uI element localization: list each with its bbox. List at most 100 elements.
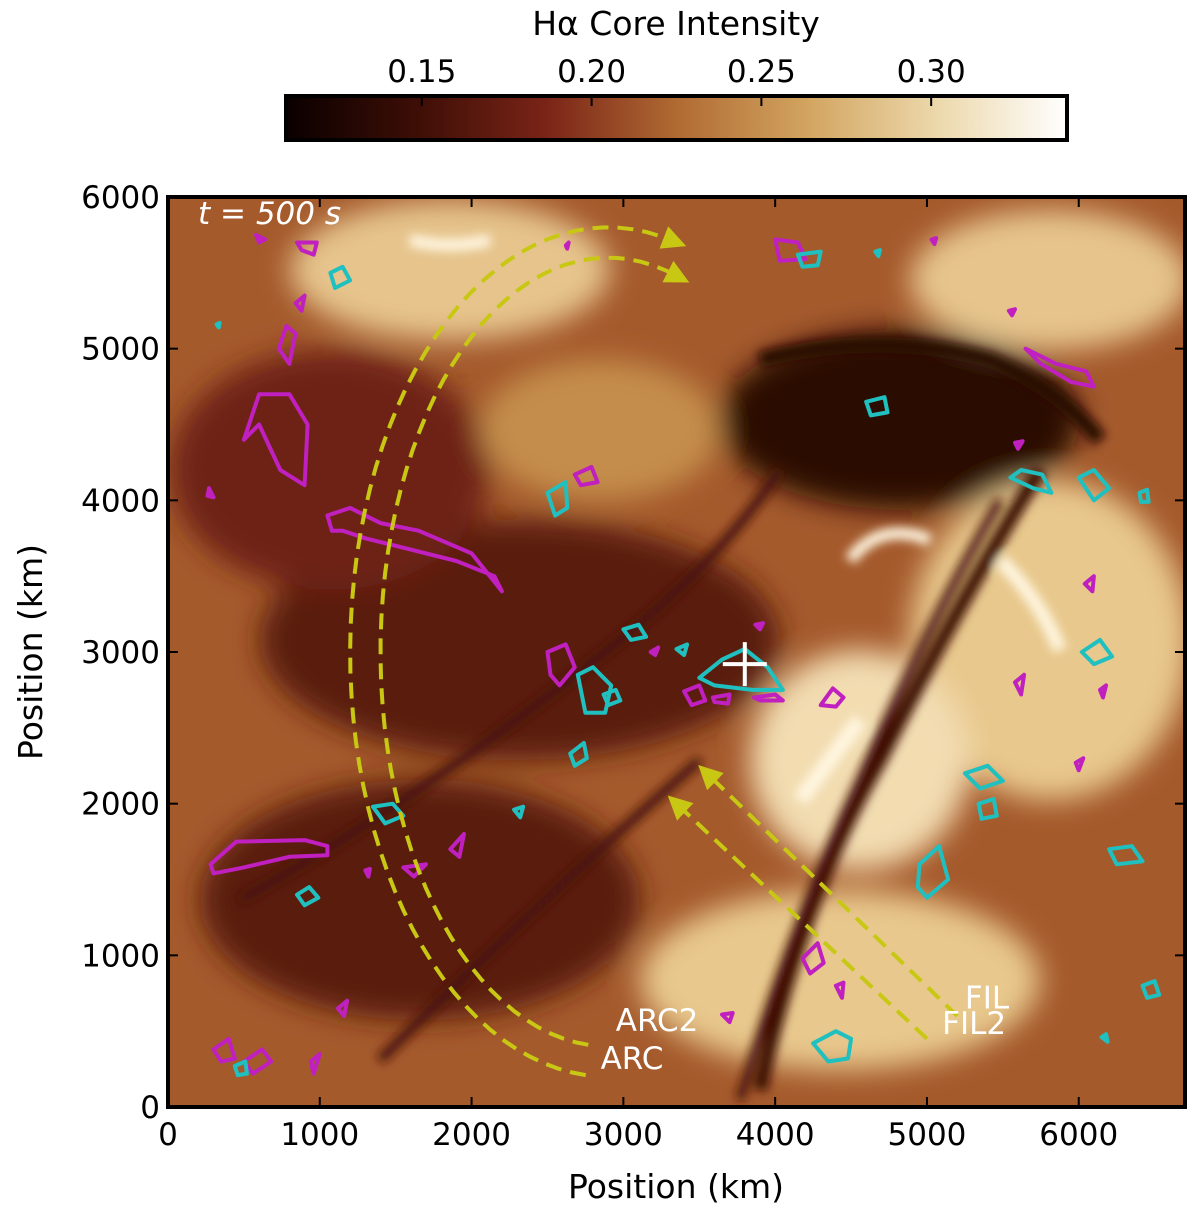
cyan-contour [568, 741, 589, 768]
magenta-contour [833, 980, 846, 1000]
magenta-contour [276, 323, 298, 366]
x-tick-label: 0 [158, 1117, 178, 1153]
magenta-contour [753, 621, 765, 632]
y-tick-label: 5000 [81, 332, 160, 368]
cyan-contour [601, 687, 623, 708]
x-tick-label: 1000 [280, 1117, 359, 1153]
arc-path-arc [348, 225, 687, 1078]
magenta-contour [929, 236, 939, 246]
annotation-label: FIL2 [942, 1006, 1006, 1042]
colorbar-ticks: 0.15 0.20 0.25 0.30 [387, 54, 966, 106]
colorbar: Hα Core Intensity 0.15 0.20 0.25 0.30 [284, 4, 1069, 142]
y-tick-label: 1000 [81, 938, 160, 974]
dark-filament [735, 497, 1004, 1102]
magenta-contour [1098, 683, 1109, 700]
magenta-contour [241, 1047, 274, 1076]
cyan-contour [697, 647, 785, 692]
dark-filament [758, 337, 1107, 446]
magenta-contour [1073, 756, 1086, 773]
dark-filament [753, 466, 1046, 1092]
magenta-contour [211, 1036, 237, 1064]
cyan-contour [976, 797, 999, 821]
magenta-contour [293, 293, 307, 313]
magenta-contour [1013, 672, 1027, 697]
time-label: t = 500 s [198, 196, 341, 232]
cyan-contour [674, 642, 690, 657]
magenta-contour [800, 941, 826, 976]
cyan-contour [512, 804, 526, 820]
cyan-contour [811, 1029, 854, 1064]
magenta-contour [773, 237, 808, 263]
magenta-contour [710, 692, 732, 706]
dark-region [720, 330, 1080, 510]
bright-region [910, 210, 1185, 350]
cyan-contour [1076, 468, 1112, 503]
cyan-contour [295, 885, 321, 908]
cyan-contour [1008, 468, 1054, 495]
x-axis-ticks: 0 1000 2000 3000 4000 5000 6000 [158, 197, 1118, 1153]
magenta-contour [363, 866, 372, 879]
annotation-label: ARC [601, 1041, 664, 1077]
colorbar-tick-label: 0.25 [727, 54, 796, 90]
magenta-contour [1006, 307, 1017, 318]
arrow-fil [698, 764, 959, 1018]
cyan-contour [962, 763, 1005, 791]
x-tick-label: 4000 [736, 1117, 815, 1153]
colorbar-label: Hα Core Intensity [532, 4, 820, 43]
magenta-contour [205, 486, 216, 500]
cyan-contour [328, 264, 353, 290]
colorbar-tick-label: 0.20 [557, 54, 626, 90]
arc-path-arc2 [378, 255, 690, 1047]
y-tick-label: 0 [140, 1090, 160, 1126]
magenta-contour [682, 683, 708, 708]
x-tick-label: 3000 [584, 1117, 663, 1153]
cyan-contour [864, 395, 890, 418]
bright-filament [408, 234, 492, 251]
cyan-contour [873, 248, 882, 259]
magenta-contour [254, 232, 268, 245]
x-axis-label: Position (km) [568, 1167, 784, 1206]
cyan-contour [575, 665, 614, 715]
cyan-contour [621, 622, 649, 642]
magenta-contour [241, 392, 310, 488]
cyan-contour [1079, 637, 1115, 667]
magenta-contour [720, 1011, 735, 1025]
bright-filament [995, 555, 1067, 653]
y-tick-label: 3000 [81, 635, 160, 671]
magenta-contour [1013, 439, 1025, 451]
dark-filament [376, 756, 704, 1064]
bright-region [750, 650, 970, 870]
dark-filament [237, 467, 785, 905]
cyan-contour [545, 480, 570, 518]
magenta-contour [545, 642, 577, 688]
colorbar-bar [284, 94, 1069, 142]
cyan-contour [232, 1059, 249, 1078]
magenta-contour [208, 838, 330, 876]
cyan-contour [370, 801, 406, 826]
magenta-contour [308, 1051, 322, 1076]
magenta-contour [1082, 574, 1096, 594]
bright-region [480, 360, 720, 500]
magenta-contour [325, 505, 504, 594]
colorbar-tick-label: 0.15 [387, 54, 456, 90]
cyan-contour [1099, 1032, 1110, 1044]
cyan-contour [214, 320, 222, 330]
x-tick-label: 2000 [432, 1117, 511, 1153]
y-tick-label: 6000 [81, 180, 160, 216]
y-tick-label: 4000 [81, 483, 160, 519]
y-axis-ticks: 0 1000 2000 3000 4000 5000 6000 [81, 180, 1185, 1126]
cyan-contour [1107, 844, 1145, 867]
magenta-contour [572, 465, 600, 488]
bright-region [290, 200, 610, 340]
cyan-contour [795, 249, 823, 269]
magenta-contour [336, 998, 350, 1018]
magenta-contour [648, 645, 661, 657]
bright-region [640, 890, 1040, 1070]
bright-filament [845, 527, 933, 564]
magenta-contour [563, 240, 571, 251]
bright-filament [793, 715, 867, 805]
cyan-contour [915, 844, 951, 900]
magenta-contour [818, 686, 846, 709]
